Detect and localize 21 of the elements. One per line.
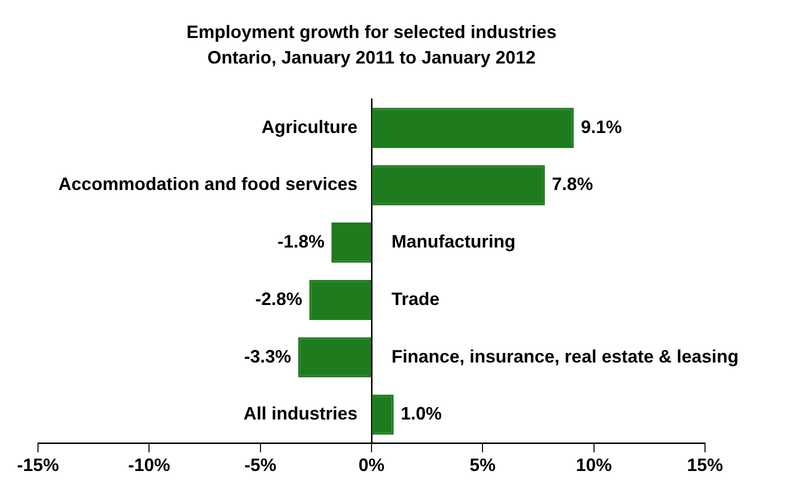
y-tick-label: Finance, insurance, real estate & leasing [392, 346, 739, 366]
data-label: 1.0% [400, 404, 442, 424]
data-label: 7.8% [552, 174, 593, 194]
y-tick-label: Agriculture [261, 116, 358, 137]
chart-title: Employment growth for selected industries [186, 22, 557, 42]
y-tick-label: Trade [392, 288, 440, 309]
x-tick-label: -10% [128, 455, 170, 476]
x-tick-label: 0% [358, 455, 385, 476]
y-tick-label: All industries [243, 404, 358, 424]
data-label: 9.1% [580, 116, 622, 137]
x-tick-label: -15% [16, 455, 60, 476]
y-tick-label: Manufacturing [392, 232, 516, 252]
y-tick-label: Accommodation and food services [58, 174, 358, 194]
x-tick-label: 10% [576, 455, 612, 476]
x-tick-label: -5% [244, 455, 276, 476]
x-tick-label: 15% [686, 455, 724, 476]
data-label: -1.8% [277, 232, 324, 252]
data-label: -2.8% [255, 288, 302, 309]
chart-subtitle: Ontario, January 2011 to January 2012 [207, 47, 536, 68]
x-tick-label: 5% [470, 455, 496, 476]
data-label: -3.3% [244, 346, 292, 366]
